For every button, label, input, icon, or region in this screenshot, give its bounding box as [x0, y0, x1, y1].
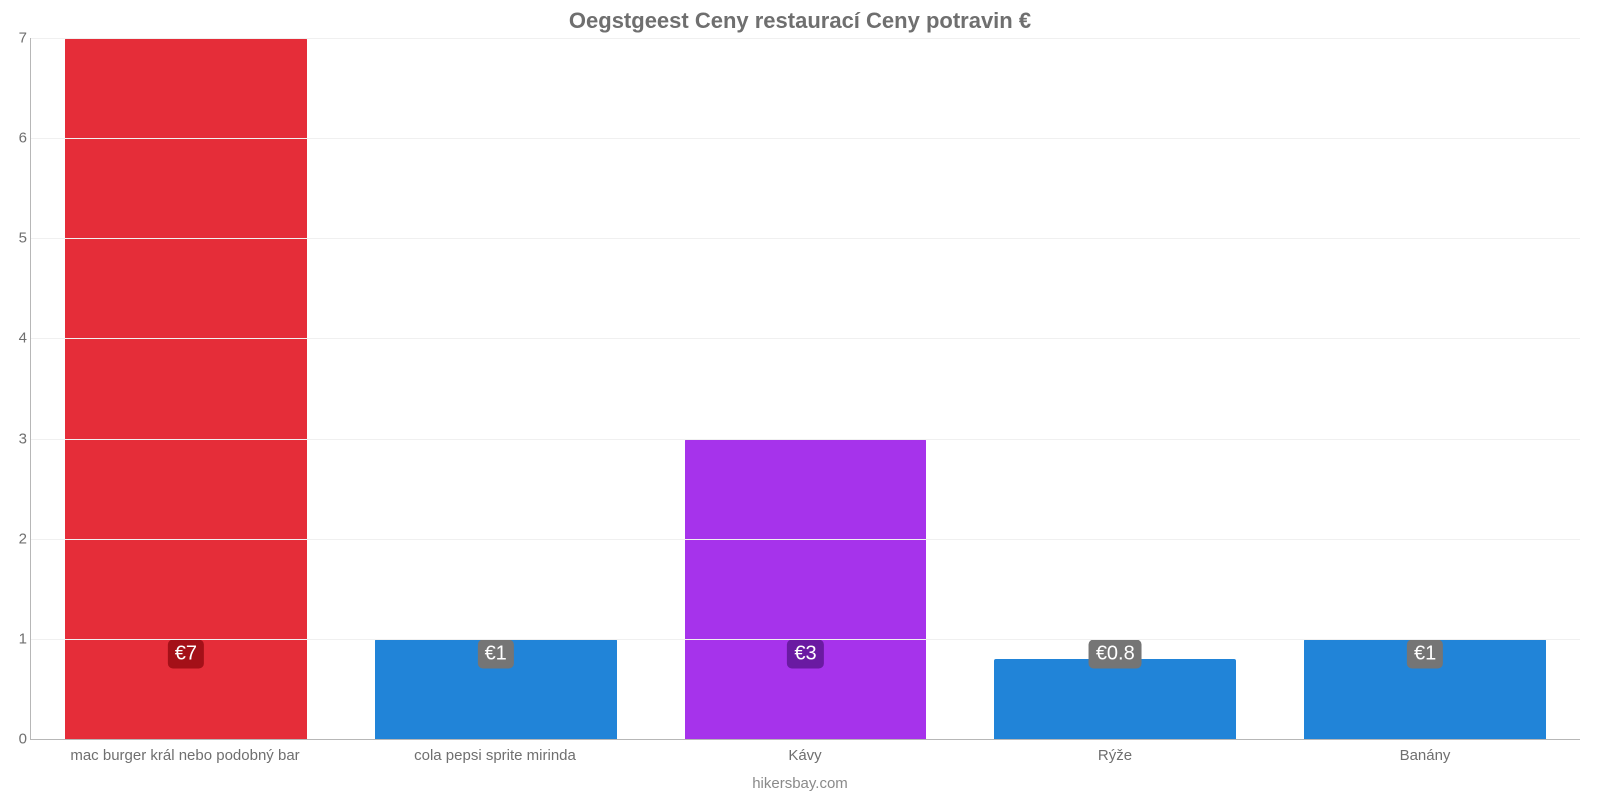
bar: [65, 38, 307, 739]
bar-slot: €0.8: [960, 38, 1270, 739]
bar-value-label: €1: [478, 639, 514, 668]
y-tick-label: 2: [5, 530, 27, 547]
chart-footer: hikersbay.com: [0, 775, 1600, 792]
y-tick-label: 7: [5, 30, 27, 47]
bar: [685, 439, 927, 739]
x-tick-label: Banány: [1270, 747, 1580, 764]
gridline: [31, 238, 1580, 239]
bar-value-label: €7: [168, 639, 204, 668]
x-tick-label: Kávy: [650, 747, 960, 764]
y-tick-label: 3: [5, 430, 27, 447]
x-tick-label: Rýže: [960, 747, 1270, 764]
bar-value-label: €3: [787, 639, 823, 668]
bars-container: €7 €1 €3 €0.8 €1: [31, 38, 1580, 739]
gridline: [31, 138, 1580, 139]
gridline: [31, 338, 1580, 339]
y-tick-label: 6: [5, 130, 27, 147]
x-tick-label: mac burger král nebo podobný bar: [30, 747, 340, 764]
bar-value-label: €0.8: [1089, 639, 1142, 668]
gridline: [31, 38, 1580, 39]
bar-slot: €1: [1270, 38, 1580, 739]
gridline: [31, 639, 1580, 640]
y-tick-label: 1: [5, 630, 27, 647]
price-bar-chart: Oegstgeest Ceny restaurací Ceny potravin…: [0, 0, 1600, 800]
bar-value-label: €1: [1407, 639, 1443, 668]
x-axis-labels: mac burger král nebo podobný barcola pep…: [30, 747, 1580, 764]
bar-slot: €3: [651, 38, 961, 739]
chart-title: Oegstgeest Ceny restaurací Ceny potravin…: [0, 8, 1600, 34]
gridline: [31, 439, 1580, 440]
y-tick-label: 0: [5, 731, 27, 748]
y-tick-label: 4: [5, 330, 27, 347]
plot-area: €7€1€3€0.8€1 01234567: [30, 38, 1580, 740]
bar-slot: €7: [31, 38, 341, 739]
bar: [994, 659, 1236, 739]
x-tick-label: cola pepsi sprite mirinda: [340, 747, 650, 764]
gridline: [31, 539, 1580, 540]
y-tick-label: 5: [5, 230, 27, 247]
bar-slot: €1: [341, 38, 651, 739]
